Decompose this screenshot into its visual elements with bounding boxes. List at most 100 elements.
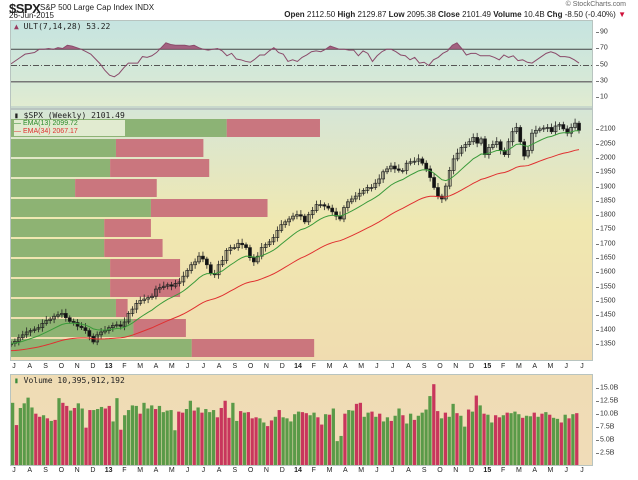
x-tick-label: A: [216, 363, 222, 370]
close-label: Close: [438, 10, 460, 19]
axis-tick-label: 10: [600, 93, 608, 101]
x-tick-label: 13: [104, 467, 113, 474]
x-tick-label: J: [12, 467, 16, 474]
x-tick-label: J: [564, 363, 568, 370]
x-tick-label: S: [421, 363, 427, 370]
down-arrow-icon: ▼: [618, 10, 626, 19]
brand-watermark: © StockCharts.com: [565, 1, 626, 8]
x-tick-label: J: [201, 363, 206, 370]
x-tick-label: M: [326, 467, 333, 474]
axis-tick-label: 90: [600, 28, 608, 36]
axis-tick-label: 1500: [600, 297, 616, 305]
axis-tick-label: 30: [600, 77, 608, 85]
axis-tick: [596, 80, 599, 82]
axis-tick: [596, 200, 599, 202]
axis-tick: [596, 172, 599, 174]
axis-tick-label: 10.0B: [600, 410, 619, 418]
volume-label-text: Volume 10,395,912,192: [23, 376, 125, 385]
axis-tick-label: 1900: [600, 183, 616, 190]
x-tick-label: M: [547, 363, 554, 370]
axis-tick: [596, 96, 599, 98]
axis-tick-label: 5.0B: [600, 436, 615, 444]
x-tick-label: J: [580, 363, 584, 370]
ema13-legend: — EMA(13) 2099.72: [14, 120, 125, 128]
axis-tick: [596, 186, 599, 188]
x-tick-label: J: [390, 467, 395, 474]
x-tick-label: N: [453, 467, 459, 474]
x-tick-label: J: [12, 363, 16, 370]
axis-tick-label: 2050: [600, 140, 616, 148]
axis-tick: [596, 48, 599, 50]
ema34-legend-text: EMA(34) 2067.17: [22, 128, 78, 135]
axis-tick: [596, 258, 599, 260]
volume-x-axis: J A S O N D 13 F M A M J J A S O N D 14 F M A M J J A S O N D 15 F M A M J J: [10, 467, 593, 477]
volume-chart: [11, 375, 592, 465]
x-tick-label: 15: [483, 467, 492, 474]
x-tick-label: M: [515, 467, 522, 474]
x-tick-label: F: [311, 467, 316, 474]
x-tick-label: A: [532, 363, 537, 370]
low-label: Low: [388, 10, 405, 19]
x-tick-label: M: [515, 363, 522, 370]
axis-tick-label: 1450: [600, 311, 616, 319]
x-tick-label: N: [453, 363, 459, 370]
axis-tick-label: 1400: [600, 326, 616, 334]
volume-panel: ▮ Volume 10,395,912,192: [10, 374, 593, 466]
x-tick-label: M: [168, 363, 175, 370]
low-value: 2095.38: [406, 10, 436, 19]
price-chart: [11, 110, 592, 360]
axis-tick-label: 2000: [600, 154, 616, 162]
x-tick-label: 14: [294, 363, 302, 370]
axis-tick: [596, 388, 599, 390]
open-value: 2112.50: [306, 10, 336, 19]
axis-tick: [596, 414, 599, 416]
chart-date: 26-Jun-2015: [9, 11, 54, 20]
axis-tick: [596, 243, 599, 245]
axis-tick-label: 1850: [600, 197, 616, 205]
axis-tick-label: 7.5B: [600, 423, 615, 431]
ema13-legend-text: EMA(13) 2099.72: [22, 120, 78, 127]
x-tick-label: A: [406, 467, 411, 474]
x-tick-label: O: [58, 467, 65, 474]
x-tick-label: N: [263, 467, 269, 474]
ult-label-text: ULT(7,14,28) 53.22: [23, 22, 111, 31]
axis-tick: [596, 157, 599, 159]
volume-label: ▮ Volume 10,395,912,192: [14, 376, 125, 385]
ult-label: ▲ ULT(7,14,28) 53.22: [14, 22, 110, 31]
x-tick-label: D: [90, 363, 96, 370]
candle-icon: ▮: [14, 111, 19, 120]
axis-tick: [596, 272, 599, 274]
axis-tick: [596, 401, 599, 403]
x-tick-label: M: [358, 363, 365, 370]
x-tick-label: M: [137, 467, 144, 474]
x-tick-label: D: [469, 363, 475, 370]
x-tick-label: N: [74, 467, 80, 474]
axis-tick: [596, 343, 599, 345]
volume-icon: ▮: [14, 376, 19, 385]
x-tick-label: F: [500, 467, 506, 474]
axis-tick-label: 70: [600, 44, 608, 52]
axis-tick-label: 50: [600, 61, 608, 68]
x-tick-label: A: [342, 467, 348, 474]
x-tick-label: J: [580, 467, 584, 474]
x-tick-label: A: [27, 363, 33, 370]
axis-tick-label: 2.5B: [600, 449, 615, 457]
axis-tick-label: 1800: [600, 211, 616, 219]
x-tick-label: 13: [104, 363, 113, 370]
x-tick-label: A: [27, 467, 33, 474]
axis-tick: [596, 143, 599, 145]
high-value: 2129.87: [357, 10, 387, 19]
x-tick-label: 14: [294, 467, 302, 474]
x-tick-label: J: [375, 363, 379, 370]
close-value: 2101.49: [462, 10, 491, 19]
x-tick-label: A: [406, 363, 411, 370]
x-tick-label: O: [437, 363, 443, 370]
axis-tick-label: 1700: [600, 240, 616, 248]
open-label: Open: [284, 10, 305, 19]
x-tick-label: S: [232, 467, 238, 474]
x-tick-label: M: [547, 467, 554, 474]
axis-tick-label: 1350: [600, 340, 616, 348]
axis-tick-label: 12.5B: [600, 397, 619, 405]
x-tick-label: D: [469, 467, 475, 474]
axis-tick: [596, 427, 599, 429]
